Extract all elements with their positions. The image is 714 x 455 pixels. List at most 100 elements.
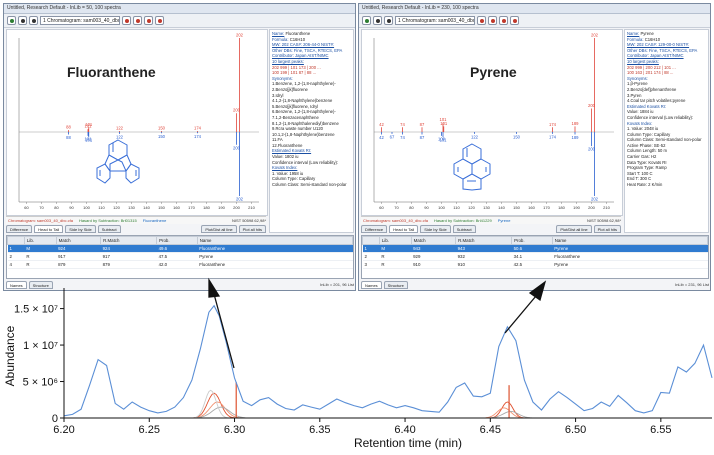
- name-label[interactable]: Name:: [272, 31, 285, 36]
- x-tick-label: 6.25: [139, 424, 160, 436]
- cell: 49.6: [156, 244, 198, 253]
- kovats-index-line: Column Class: Semi-standard non-polar: [272, 182, 347, 188]
- spectrum-peak-label: 100: [438, 136, 446, 141]
- table-row[interactable]: 4 R 879 879 42.0 Fluoranthene: [7, 260, 353, 269]
- mw-line[interactable]: MW: 202 CAS#: 129-00-0 NIST#:: [627, 42, 690, 48]
- kovats-confidence: Confidence interval (Low reliability):: [627, 114, 694, 120]
- col-header[interactable]: Match: [410, 236, 457, 245]
- cell: R: [379, 260, 412, 269]
- spectrum-x-tick-label: 200: [588, 205, 595, 210]
- spectrum-x-tick-label: 80: [409, 205, 414, 210]
- kovats-index-header[interactable]: Kovats Index:: [627, 120, 653, 126]
- other-dbs[interactable]: Other DBs: Fine, TSCA, RTECS, EPA: [272, 47, 343, 53]
- kovats-index-header[interactable]: Kovats Index:: [272, 165, 298, 171]
- arrow-to-fluoranthene: [213, 293, 235, 369]
- formula-value: C16H10: [289, 36, 306, 42]
- cell: 879: [56, 260, 101, 269]
- contributor[interactable]: Contributor: Japan AIST/NIMC: [627, 53, 684, 59]
- table-row[interactable]: 2 R 917 917 47.5 Pyrene: [7, 252, 353, 261]
- x-axis-label: Retention time (min): [354, 436, 462, 450]
- cell: 50.6: [511, 244, 553, 253]
- col-header[interactable]: [7, 236, 25, 245]
- tab-structure[interactable]: Structure: [383, 281, 408, 289]
- home-icon[interactable]: [7, 16, 16, 25]
- tab-structure[interactable]: Structure: [28, 281, 53, 289]
- table-row[interactable]: 3 R 910 910 42.5 Pyrene: [362, 260, 708, 269]
- kovats-index-line: 1. Value: 2048 iu: [627, 126, 659, 132]
- zoom-out-icon[interactable]: [155, 16, 164, 25]
- cell: 943: [411, 244, 456, 253]
- peaks-header[interactable]: 10 largest peaks:: [627, 58, 659, 64]
- tab-plot-all-hits[interactable]: Plot all hits: [238, 225, 266, 233]
- tab-names[interactable]: Names: [361, 281, 382, 289]
- tab-head-to-tail[interactable]: Head to Tail: [34, 225, 64, 233]
- spectrum-peak-label: 87: [420, 135, 425, 140]
- col-header[interactable]: Match: [55, 236, 102, 245]
- spectrum-peak-label: 74: [400, 122, 405, 127]
- forward-icon[interactable]: [29, 16, 38, 25]
- spectrum-peak-label: 174: [549, 122, 557, 127]
- window-title: Untitled, Research Default - InLib = 50,…: [4, 4, 355, 14]
- library-stat: InLib = 231, 96 List: [675, 282, 709, 287]
- mw-line[interactable]: MW: 202 CAS#: 206-44-0 NIST#:: [272, 42, 335, 48]
- tab-plot-dist[interactable]: Plot/Dist all line: [201, 225, 237, 233]
- spectrum-svg: 60 70 80 90 100 110 120 130 140 150 160 170 180 190 20…: [18, 33, 259, 210]
- chromatogram-select[interactable]: 1 Chromatogram: sam003_40_dbc.cfa: [40, 16, 120, 25]
- zoom-in-icon[interactable]: [499, 16, 508, 25]
- kovats-header[interactable]: Estimated Kovats RI:: [272, 148, 312, 154]
- col-header[interactable]: R.Match: [455, 236, 513, 245]
- chromatogram-select[interactable]: 1 Chromatogram: sam003_40_dbc.cfa: [395, 16, 475, 25]
- spectrum-x-tick-label: 80: [54, 205, 59, 210]
- spectrum-peak-label: 101: [85, 124, 93, 129]
- spectrum-peak-label: 74: [400, 135, 405, 140]
- col-header[interactable]: Name: [196, 236, 354, 245]
- other-dbs[interactable]: Other DBs: Fine, TSCA, RTECS, EPA: [627, 47, 698, 53]
- settings-icon[interactable]: [488, 16, 497, 25]
- table-row[interactable]: 2 R 929 932 34.1 Fluoranthene: [362, 252, 708, 261]
- kovats-header[interactable]: Estimated Kovats RI:: [627, 103, 667, 109]
- spectrum-peak-label: 174: [549, 134, 557, 139]
- table-row[interactable]: 1 M 943 943 50.6 Pyrene: [362, 244, 708, 253]
- toolbar: 1 Chromatogram: sam003_40_dbc.cfa: [359, 14, 710, 28]
- tab-side-by-side[interactable]: Side by Side: [65, 225, 96, 233]
- col-header[interactable]: R.Match: [100, 236, 158, 245]
- tab-difference[interactable]: Difference: [6, 225, 33, 233]
- tab-subtract[interactable]: Subtract: [97, 225, 121, 233]
- spectrum-peak-label: 88: [66, 125, 71, 130]
- tab-side-by-side[interactable]: Side by Side: [420, 225, 451, 233]
- formula-label[interactable]: Formula:: [627, 36, 644, 42]
- tab-plot-dist[interactable]: Plot/Dist all line: [556, 225, 592, 233]
- contributor[interactable]: Contributor: Japan AIST/NIMC: [272, 53, 329, 59]
- cell: 910: [411, 260, 456, 269]
- bottom-bar: Names Structure InLib = 201, 96 List: [6, 281, 354, 289]
- synonyms-header[interactable]: Synonyms:: [272, 75, 293, 81]
- cell: 42.5: [511, 260, 553, 269]
- col-header[interactable]: Name: [551, 236, 709, 245]
- settings-icon[interactable]: [133, 16, 142, 25]
- search-icon[interactable]: [477, 16, 486, 25]
- peaks-header[interactable]: 10 largest peaks:: [272, 58, 304, 64]
- home-icon[interactable]: [362, 16, 371, 25]
- col-header[interactable]: [362, 236, 380, 245]
- forward-icon[interactable]: [384, 16, 393, 25]
- tab-plot-all-hits[interactable]: Plot all hits: [593, 225, 621, 233]
- peak-row: 202 999 | 101 173 | 200 ...: [272, 64, 321, 70]
- tab-head-to-tail[interactable]: Head to Tail: [389, 225, 419, 233]
- synonym: 12.Fluoranthene: [272, 142, 303, 148]
- table-row[interactable]: 1 M 924 924 49.6 Fluoranthene: [7, 244, 353, 253]
- arrowhead-icon: [528, 280, 547, 302]
- tab-difference[interactable]: Difference: [361, 225, 388, 233]
- tab-names[interactable]: Names: [6, 281, 27, 289]
- y-tick-label: 0: [52, 413, 58, 425]
- zoom-in-icon[interactable]: [144, 16, 153, 25]
- search-icon[interactable]: [122, 16, 131, 25]
- formula-label[interactable]: Formula:: [272, 36, 289, 42]
- spectrum-x-tick-label: 120: [113, 205, 120, 210]
- back-icon[interactable]: [373, 16, 382, 25]
- synonyms-header[interactable]: Synonyms:: [627, 75, 648, 81]
- name-label[interactable]: Name:: [627, 31, 640, 36]
- tab-subtract[interactable]: Subtract: [452, 225, 476, 233]
- back-icon[interactable]: [18, 16, 27, 25]
- spectrum-peak-label: 150: [513, 134, 521, 139]
- zoom-out-icon[interactable]: [510, 16, 519, 25]
